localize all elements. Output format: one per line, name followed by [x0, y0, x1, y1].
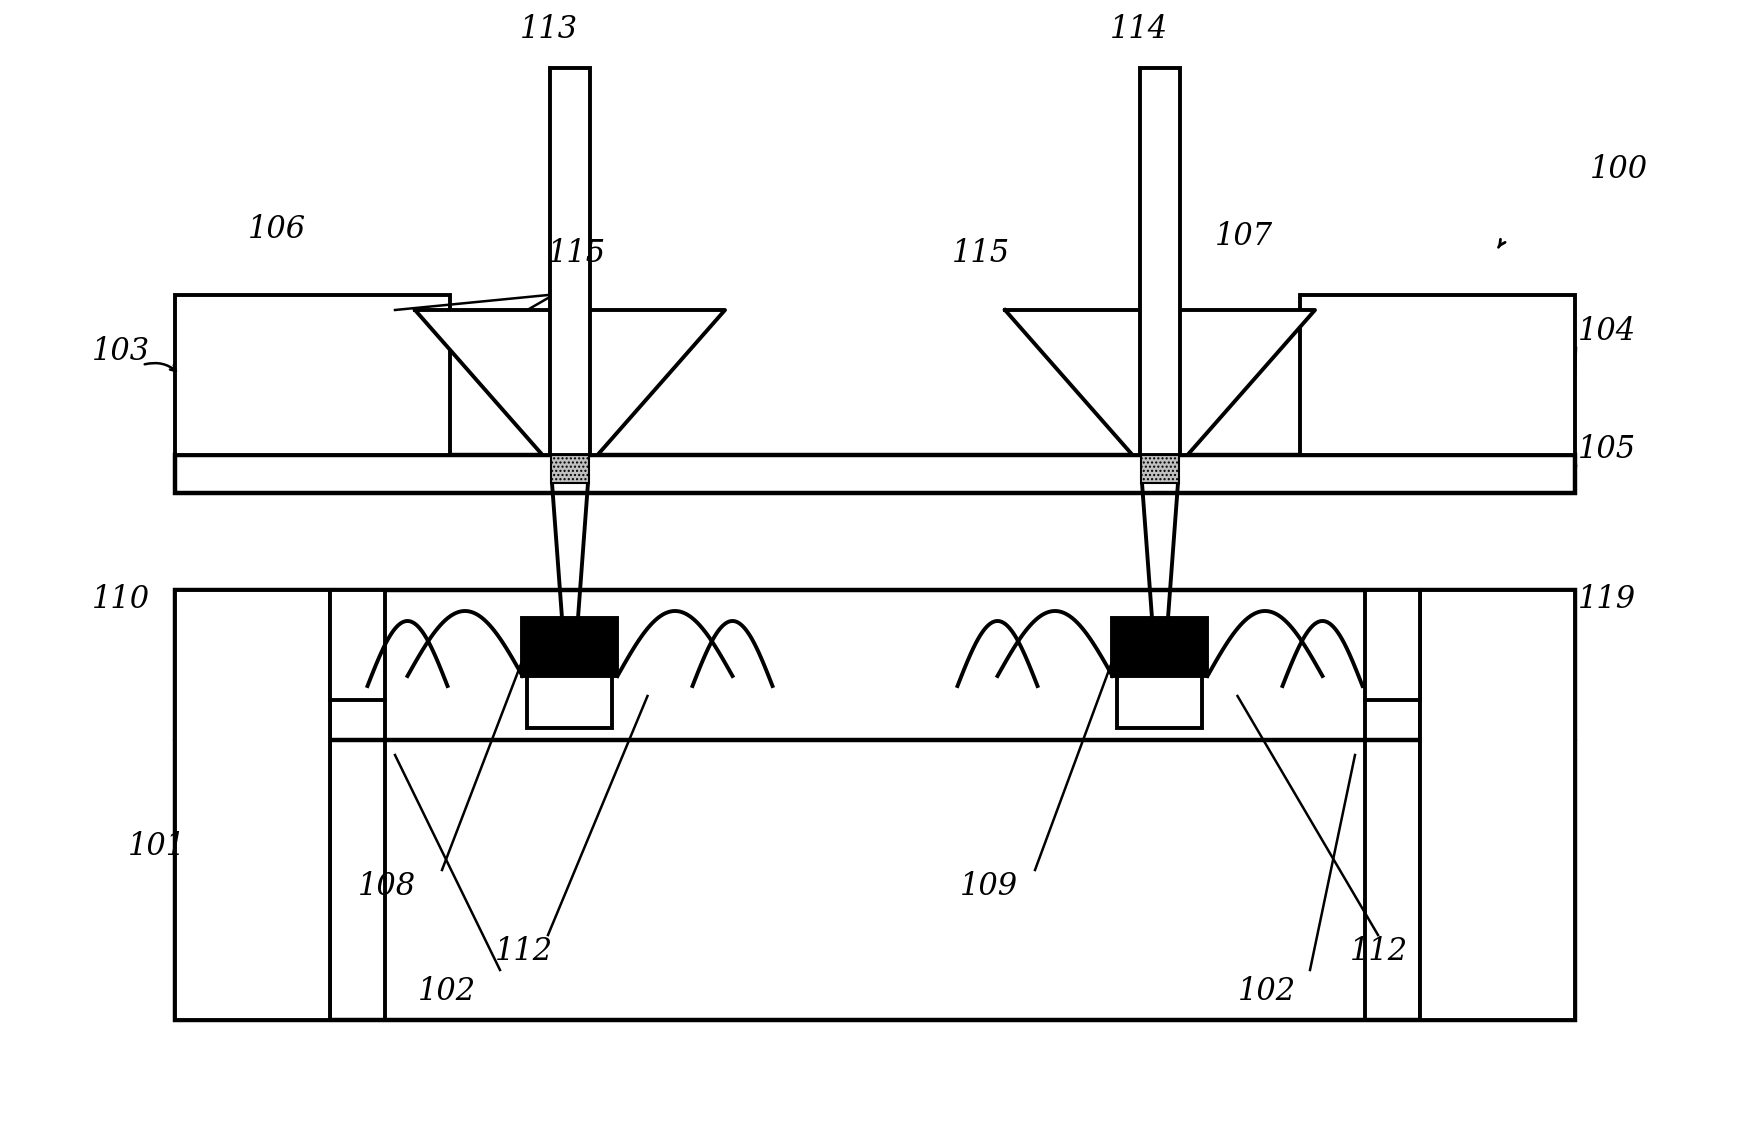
Text: 112: 112 — [495, 936, 553, 967]
Bar — [330, 590, 385, 700]
Bar — [550, 67, 590, 455]
Text: 103: 103 — [91, 336, 149, 368]
Bar — [527, 676, 611, 728]
Text: 106: 106 — [248, 214, 306, 245]
Bar — [1140, 455, 1179, 483]
Bar — [176, 455, 1574, 493]
Text: 100: 100 — [1588, 154, 1646, 185]
Text: 113: 113 — [520, 13, 578, 45]
Bar — [1420, 590, 1574, 1019]
Bar — [1298, 294, 1574, 455]
Text: 104: 104 — [1578, 316, 1636, 347]
Text: 115: 115 — [952, 238, 1010, 269]
Text: 105: 105 — [1578, 434, 1636, 465]
Bar — [1117, 676, 1202, 728]
Bar — [176, 590, 1574, 1019]
Bar — [176, 294, 450, 455]
Text: 102: 102 — [1237, 976, 1295, 1007]
Text: 110: 110 — [91, 584, 149, 615]
Text: 114: 114 — [1109, 13, 1167, 45]
Bar — [550, 455, 589, 483]
Text: 108: 108 — [358, 871, 416, 901]
Polygon shape — [1005, 310, 1314, 455]
Bar — [1363, 590, 1420, 700]
Text: 115: 115 — [548, 238, 606, 269]
Text: 107: 107 — [1214, 221, 1272, 252]
Bar — [1112, 618, 1207, 676]
Text: 101: 101 — [128, 831, 186, 862]
Text: 109: 109 — [959, 871, 1017, 901]
Text: 102: 102 — [418, 976, 476, 1007]
Bar — [522, 618, 617, 676]
Polygon shape — [415, 310, 724, 455]
Bar — [1139, 67, 1179, 455]
Bar — [176, 590, 330, 1019]
Text: 112: 112 — [1349, 936, 1407, 967]
Text: 119: 119 — [1578, 584, 1636, 615]
